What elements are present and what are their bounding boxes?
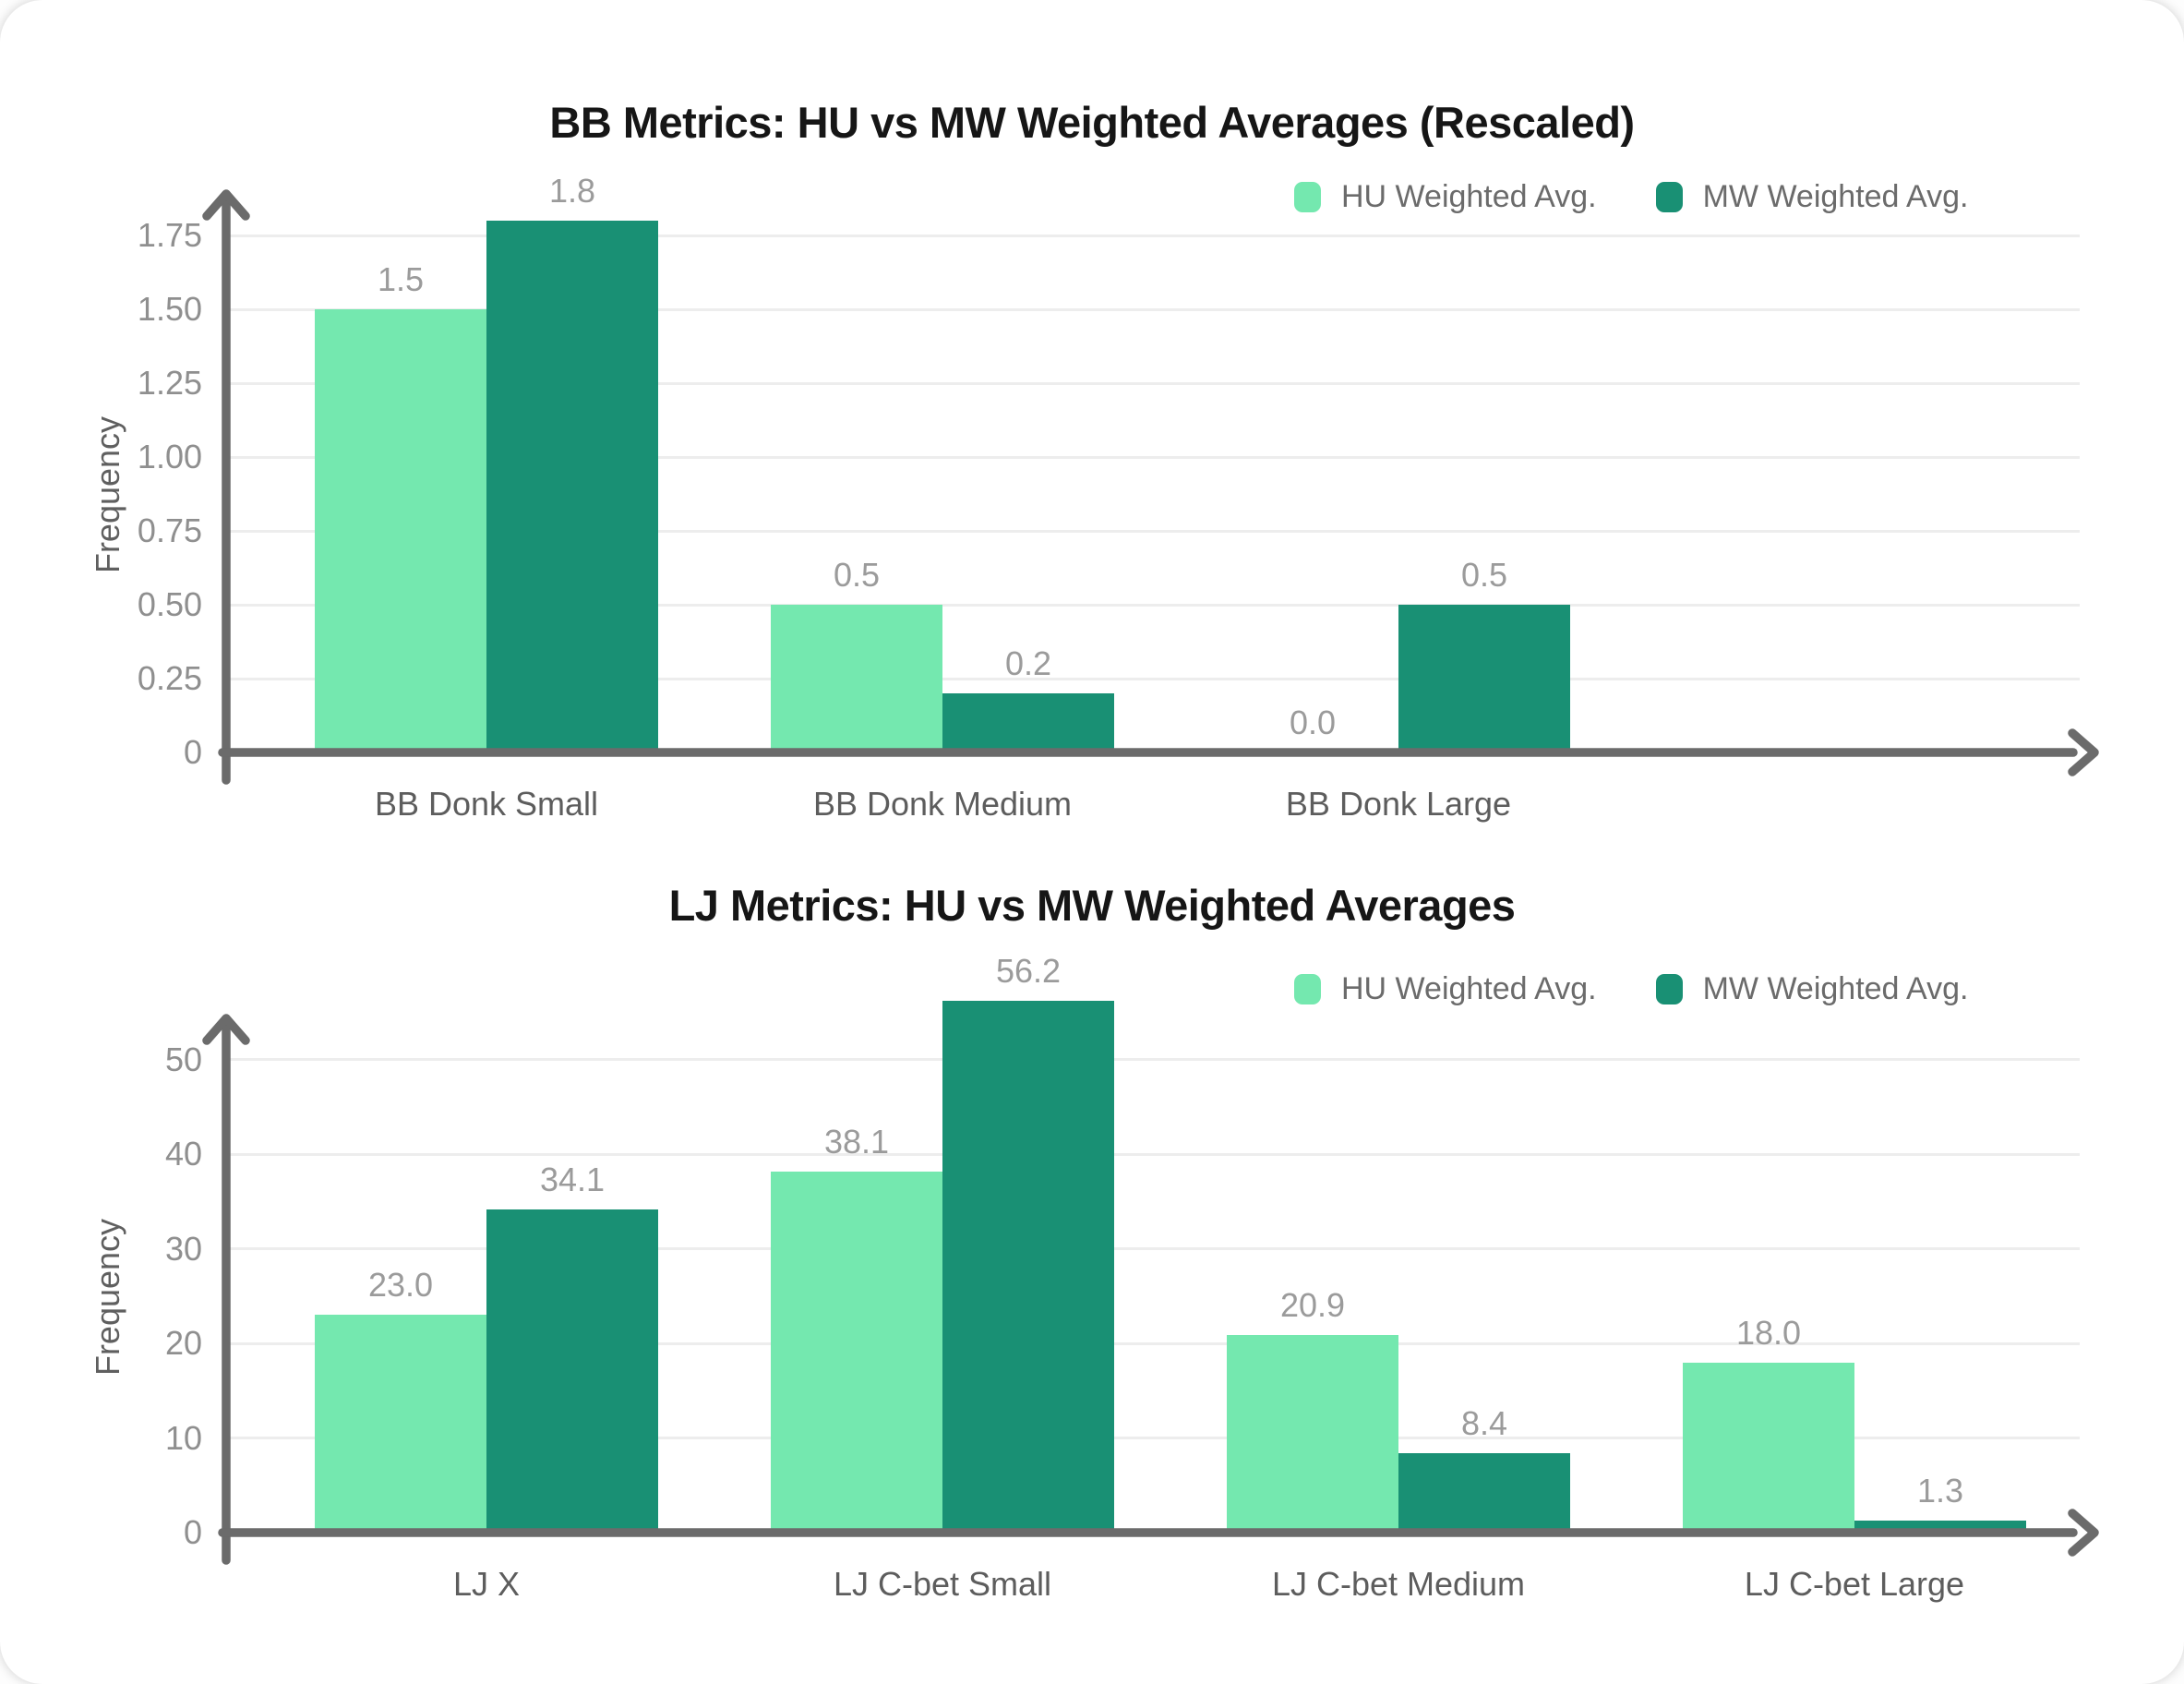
y-axis-arrow-icon [202, 189, 250, 221]
y-tick-label: 0 [183, 1513, 202, 1551]
y-tick-label: 40 [164, 1135, 202, 1173]
y-tick-label: 0.50 [137, 585, 202, 623]
bar-value-label: 1.5 [377, 260, 425, 298]
bar-value-label: 34.1 [539, 1161, 606, 1199]
bar-value-label: 38.1 [823, 1123, 890, 1161]
bar-value-label: 18.0 [1735, 1313, 1802, 1352]
bar-mw [942, 693, 1114, 752]
mw-legend-swatch [1655, 974, 1683, 1004]
bar-hu [1683, 1362, 1854, 1533]
bar-hu [771, 605, 942, 752]
gridline [230, 381, 2080, 385]
gridline [230, 307, 2080, 311]
lj-y-axis-label: Frequency [89, 1218, 126, 1377]
bar-value-label: 0.5 [833, 556, 881, 594]
y-tick-label: 20 [164, 1324, 202, 1362]
bar-mw [486, 1209, 658, 1533]
bar-value-label: 56.2 [995, 951, 1062, 990]
y-tick-label: 0.75 [137, 511, 202, 549]
bb-chart-title: BB Metrics: HU vs MW Weighted Averages (… [549, 98, 1635, 147]
lj-chart-title: LJ Metrics: HU vs MW Weighted Averages [668, 881, 1516, 930]
y-tick-label: 30 [164, 1229, 202, 1268]
y-tick-label: 0.25 [137, 659, 202, 697]
y-tick-label: 1.00 [137, 438, 202, 475]
bb-legend-item-mw: MW Weighted Avg. [1655, 179, 1969, 215]
bar-mw [942, 1000, 1114, 1533]
mw-legend-label: MW Weighted Avg. [1702, 179, 1969, 214]
bar-mw [486, 221, 658, 752]
gridline [230, 529, 2080, 533]
y-axis-arrow-icon [202, 1014, 250, 1045]
y-tick-label: 0 [183, 733, 202, 771]
mw-legend-swatch [1655, 182, 1683, 212]
x-tick-label: LJ X [452, 1565, 521, 1603]
bar-value-label: 0.2 [1004, 644, 1052, 682]
bar-value-label: 23.0 [367, 1266, 434, 1305]
x-tick-label: LJ C-bet Large [1744, 1565, 1965, 1603]
y-tick-label: 1.75 [137, 216, 202, 254]
hu-legend-swatch [1294, 182, 1321, 212]
gridline [230, 603, 2080, 607]
y-tick-label: 50 [164, 1040, 202, 1078]
bar-mw [1854, 1520, 2026, 1533]
bar-value-label: 20.9 [1279, 1285, 1346, 1324]
bar-value-label: 0.5 [1460, 556, 1508, 594]
gridline [230, 455, 2080, 459]
x-tick-label: BB Donk Large [1285, 785, 1512, 823]
y-tick-label: 1.25 [137, 364, 202, 402]
x-tick-label: LJ C-bet Small [833, 1565, 1052, 1603]
x-tick-label: BB Donk Small [374, 785, 599, 823]
gridline [230, 1152, 2080, 1156]
hu-legend-label: HU Weighted Avg. [1341, 179, 1597, 214]
bar-value-label: 8.4 [1460, 1403, 1508, 1442]
bar-mw [1398, 605, 1570, 752]
bar-value-label: 1.8 [548, 172, 596, 210]
x-tick-label: BB Donk Medium [812, 785, 1073, 823]
lj-legend-item-hu: HU Weighted Avg. [1294, 971, 1597, 1007]
bar-mw [1398, 1452, 1570, 1533]
gridline [230, 1437, 2080, 1439]
gridline [230, 1247, 2080, 1250]
bar-hu [1227, 1334, 1398, 1533]
hu-legend-label: HU Weighted Avg. [1341, 971, 1597, 1006]
lj-legend: HU Weighted Avg. MW Weighted Avg. [1294, 971, 1968, 1007]
gridline [230, 1341, 2080, 1345]
x-axis-arrow-icon [2068, 728, 2099, 776]
bb-legend: HU Weighted Avg. MW Weighted Avg. [1294, 179, 1968, 215]
bar-value-label: 1.3 [1916, 1471, 1964, 1510]
bar-hu [771, 1172, 942, 1533]
bar-hu [315, 1315, 486, 1533]
bb-legend-item-hu: HU Weighted Avg. [1294, 179, 1597, 215]
bar-value-label: 0.0 [1289, 704, 1337, 741]
gridline [230, 234, 2080, 237]
hu-legend-swatch [1294, 974, 1321, 1004]
x-tick-label: LJ C-bet Medium [1271, 1565, 1526, 1603]
lj-legend-item-mw: MW Weighted Avg. [1655, 971, 1969, 1007]
x-axis-arrow-icon [2068, 1509, 2099, 1557]
bar-hu [315, 309, 486, 752]
mw-legend-label: MW Weighted Avg. [1702, 971, 1969, 1006]
y-tick-label: 10 [164, 1418, 202, 1457]
gridline [230, 677, 2080, 680]
y-tick-label: 1.50 [137, 290, 202, 328]
gridline [230, 1058, 2080, 1061]
